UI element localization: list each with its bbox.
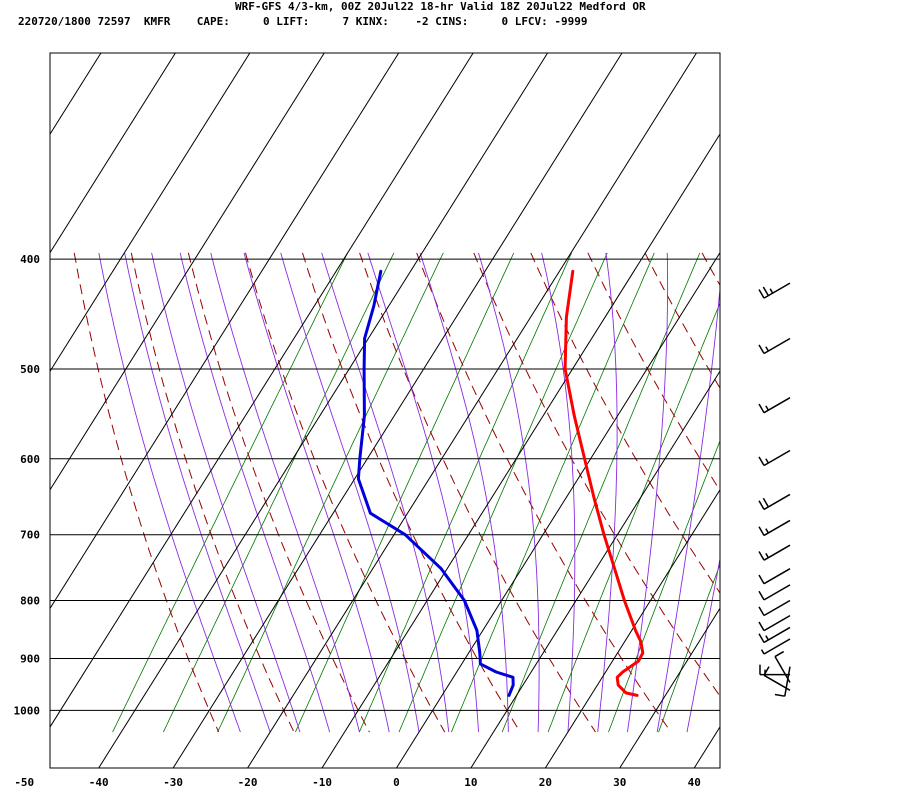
wind-barb xyxy=(758,615,791,632)
wind-barbs xyxy=(758,282,791,697)
temperature-tick-label: 40 xyxy=(688,776,701,789)
wind-barb xyxy=(758,599,791,617)
isotherm-line xyxy=(544,488,720,768)
wind-barb xyxy=(758,282,791,299)
sounding-profiles xyxy=(356,269,645,697)
isotherm-line xyxy=(321,133,720,768)
moist-adiabat-line xyxy=(367,252,480,733)
dry-adiabat-line xyxy=(587,252,720,492)
wind-barb xyxy=(758,449,791,467)
isotherm-line xyxy=(619,607,720,768)
dry-adiabat-line xyxy=(759,253,900,732)
wind-barb xyxy=(758,493,791,511)
dry-adiabat-line xyxy=(701,252,720,287)
temperature-tick-label: 0 xyxy=(393,776,400,789)
isotherm-line xyxy=(50,53,325,491)
isotherm-line xyxy=(50,53,474,728)
temperature-tick-label: -10 xyxy=(312,776,332,789)
wind-barb xyxy=(760,638,791,655)
isotherm-line xyxy=(50,53,176,254)
dry-adiabat-line xyxy=(245,252,446,733)
wind-barb xyxy=(774,650,791,683)
moist-adiabat-line xyxy=(541,252,576,733)
dry-adiabat-line xyxy=(130,252,295,733)
temperature-tick-label: 10 xyxy=(464,776,477,789)
moist-adiabat-line xyxy=(124,252,271,733)
pressure-tick-label: 700 xyxy=(20,529,40,542)
dry-adiabat-line xyxy=(359,252,596,733)
moist-adiabat-line xyxy=(656,283,720,733)
dry-adiabat-line xyxy=(302,252,521,733)
dry-adiabat-line xyxy=(416,252,672,733)
mixing-ratio-line xyxy=(658,563,720,733)
wind-barb xyxy=(758,584,791,601)
isotherm-line xyxy=(98,53,549,768)
chart-header-title: WRF-GFS 4/3-km, 00Z 20Jul22 18-hr Valid … xyxy=(235,0,646,13)
plot-frame xyxy=(49,52,721,769)
chart-grid xyxy=(49,52,721,769)
dry-adiabat-line xyxy=(187,252,370,733)
temperature-axis: -50 -40 -30 -20 -10 0 10 20 30 40 xyxy=(14,776,701,789)
moist-adiabat-line xyxy=(626,252,669,733)
isotherm-line xyxy=(470,370,720,768)
moist-adiabat-line xyxy=(243,252,390,733)
isotherm-line xyxy=(247,53,697,768)
moist-adiabat-line xyxy=(597,252,618,733)
moist-adiabat-line xyxy=(686,556,720,733)
moist-adiabat-line xyxy=(280,252,420,733)
isotherm-line xyxy=(172,53,623,768)
pressure-tick-label: 500 xyxy=(20,363,40,376)
dewpoint-profile-line xyxy=(356,269,515,697)
wind-barb xyxy=(758,337,791,355)
temperature-tick-label: -30 xyxy=(163,776,183,789)
dry-adiabat-line xyxy=(644,252,720,389)
moist-adiabat-line xyxy=(478,252,540,733)
mixing-ratio-line xyxy=(295,252,515,733)
moist-adiabat-line xyxy=(210,252,360,733)
mixing-ratio-line xyxy=(358,252,572,733)
chart-header-indices: 220720/1800 72597 KMFR CAPE: 0 LIFT: 7 K… xyxy=(18,15,588,28)
moist-adiabat-line xyxy=(179,252,331,733)
mixing-ratio-line xyxy=(547,302,720,733)
background-lines xyxy=(73,252,900,733)
moist-adiabat-line xyxy=(321,252,450,733)
pressure-tick-label: 1000 xyxy=(14,704,41,717)
wind-barb xyxy=(758,544,791,561)
dry-adiabat-line xyxy=(473,252,720,697)
temperature-tick-label: 20 xyxy=(539,776,552,789)
temperature-tick-label: -20 xyxy=(238,776,258,789)
mixing-ratio-line xyxy=(217,252,444,733)
mixing-ratio-line xyxy=(112,252,348,733)
temperature-profile-line xyxy=(563,269,645,697)
temperature-tick-label: -50 xyxy=(14,776,34,789)
dry-adiabat-line xyxy=(530,252,720,594)
mixing-ratio-line xyxy=(398,252,608,733)
pressure-tick-label: 400 xyxy=(20,253,40,266)
temperature-tick-label: 30 xyxy=(613,776,626,789)
pressure-axis: 400 500 600 700 800 900 1000 xyxy=(14,253,41,717)
wind-barb xyxy=(758,568,791,585)
mixing-ratio-line xyxy=(501,252,701,733)
pressure-tick-label: 800 xyxy=(20,594,40,607)
wind-barb xyxy=(774,666,791,697)
isotherm-line xyxy=(50,53,251,373)
isotherms xyxy=(50,53,720,768)
temperature-tick-label: -40 xyxy=(89,776,109,789)
moist-adiabat-line xyxy=(98,252,241,733)
pressure-tick-label: 600 xyxy=(20,453,40,466)
mixing-ratio-line xyxy=(608,439,720,733)
isotherm-line xyxy=(693,725,720,768)
moist-adiabat-line xyxy=(419,252,509,733)
isotherm-line xyxy=(50,53,400,610)
pressure-tick-label: 900 xyxy=(20,653,40,666)
mixing-ratio-line xyxy=(163,252,395,733)
dry-adiabat-line xyxy=(73,252,220,733)
wind-barb xyxy=(758,519,791,537)
mixing-ratio-line xyxy=(451,252,655,733)
wind-barb xyxy=(758,397,791,414)
wind-barb xyxy=(758,626,791,644)
wind-barb xyxy=(763,666,791,691)
isotherm-line xyxy=(396,251,720,768)
